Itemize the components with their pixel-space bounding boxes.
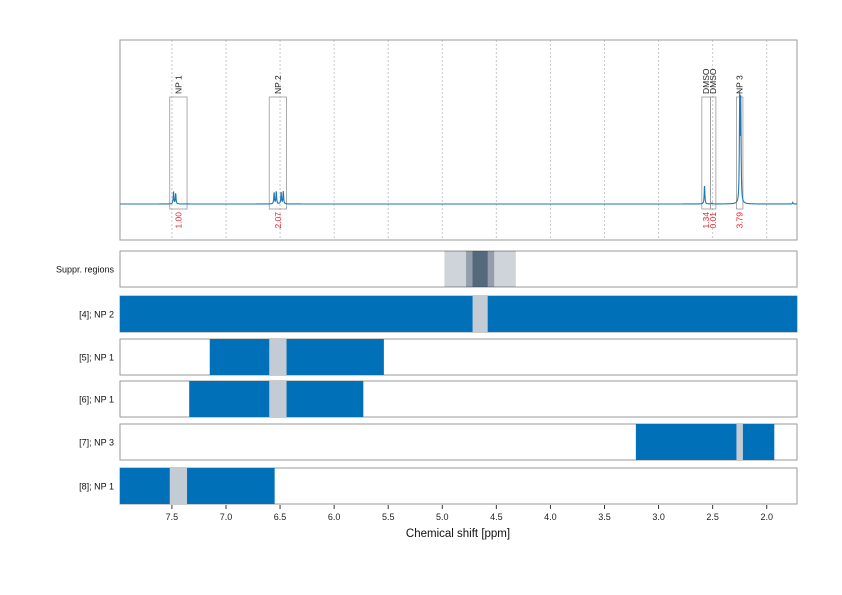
row-label: [4]; NP 2 — [79, 310, 114, 320]
integration-box — [268, 96, 287, 210]
x-tick-label: 3.5 — [598, 512, 611, 522]
x-tick-label: 3.0 — [652, 512, 665, 522]
segment-bar — [209, 339, 384, 375]
integration-box — [710, 96, 717, 210]
integral-value: 1.00 — [173, 212, 183, 229]
x-tick-label: 4.5 — [490, 512, 503, 522]
excluded-gap — [169, 468, 188, 504]
x-tick-label: 7.0 — [220, 512, 233, 522]
row-label: [7]; NP 3 — [79, 438, 114, 448]
integration-box — [701, 96, 711, 210]
excluded-gap — [472, 296, 488, 332]
row-label: [6]; NP 1 — [79, 395, 114, 405]
x-tick-label: 7.5 — [166, 512, 179, 522]
x-tick-label: 2.5 — [706, 512, 719, 522]
excluded-gap — [269, 339, 287, 375]
row-label: Suppr. regions — [56, 265, 115, 275]
grid-lines — [171, 40, 768, 240]
integral-value: 3.79 — [735, 212, 745, 229]
integral-value: 0.01 — [708, 212, 718, 229]
suppressed-band — [472, 251, 488, 287]
x-tick-label: 2.0 — [760, 512, 773, 522]
region-label: NP 3 — [735, 75, 745, 94]
segment-bar — [120, 468, 275, 504]
region-label: NP 1 — [173, 75, 183, 94]
x-axis-label: Chemical shift [ppm] — [406, 528, 510, 540]
x-axis: 7.5 7.0 6.5 6.0 5.5 5.0 4.5 4.0 3.5 3.0 2.5 2.0 — [166, 505, 773, 522]
x-tick-label: 5.0 — [436, 512, 449, 522]
x-tick-label: 6.0 — [328, 512, 341, 522]
integration-box — [169, 96, 188, 210]
integral-value: 1.34 — [701, 212, 711, 229]
spectrum-panel: NP 1 1.00 NP 2 2.07 DMSO 1.34 DMSO 0.01 NP 3 3.79 — [119, 39, 798, 241]
row-label: [8]; NP 1 — [79, 482, 114, 492]
integral-value: 2.07 — [273, 212, 283, 229]
suppr-row-frame — [119, 250, 798, 288]
segment-bar — [120, 296, 797, 332]
region-label: DMSO — [708, 68, 718, 94]
x-tick-label: 4.0 — [544, 512, 557, 522]
segment-rows: Suppr. regions [4]; NP 2 [5]; NP 1 [6]; NP … — [56, 250, 798, 505]
region-label: NP 2 — [273, 75, 283, 94]
row-label: [5]; NP 1 — [79, 353, 114, 363]
excluded-gap — [269, 381, 287, 417]
spectrum-frame — [119, 39, 798, 241]
spectrum-line — [120, 91, 797, 205]
region-label: DMSO — [701, 68, 711, 94]
segment-bar — [635, 424, 775, 460]
x-tick-label: 6.5 — [274, 512, 287, 522]
excluded-gap — [736, 424, 743, 460]
x-tick-label: 5.5 — [382, 512, 395, 522]
